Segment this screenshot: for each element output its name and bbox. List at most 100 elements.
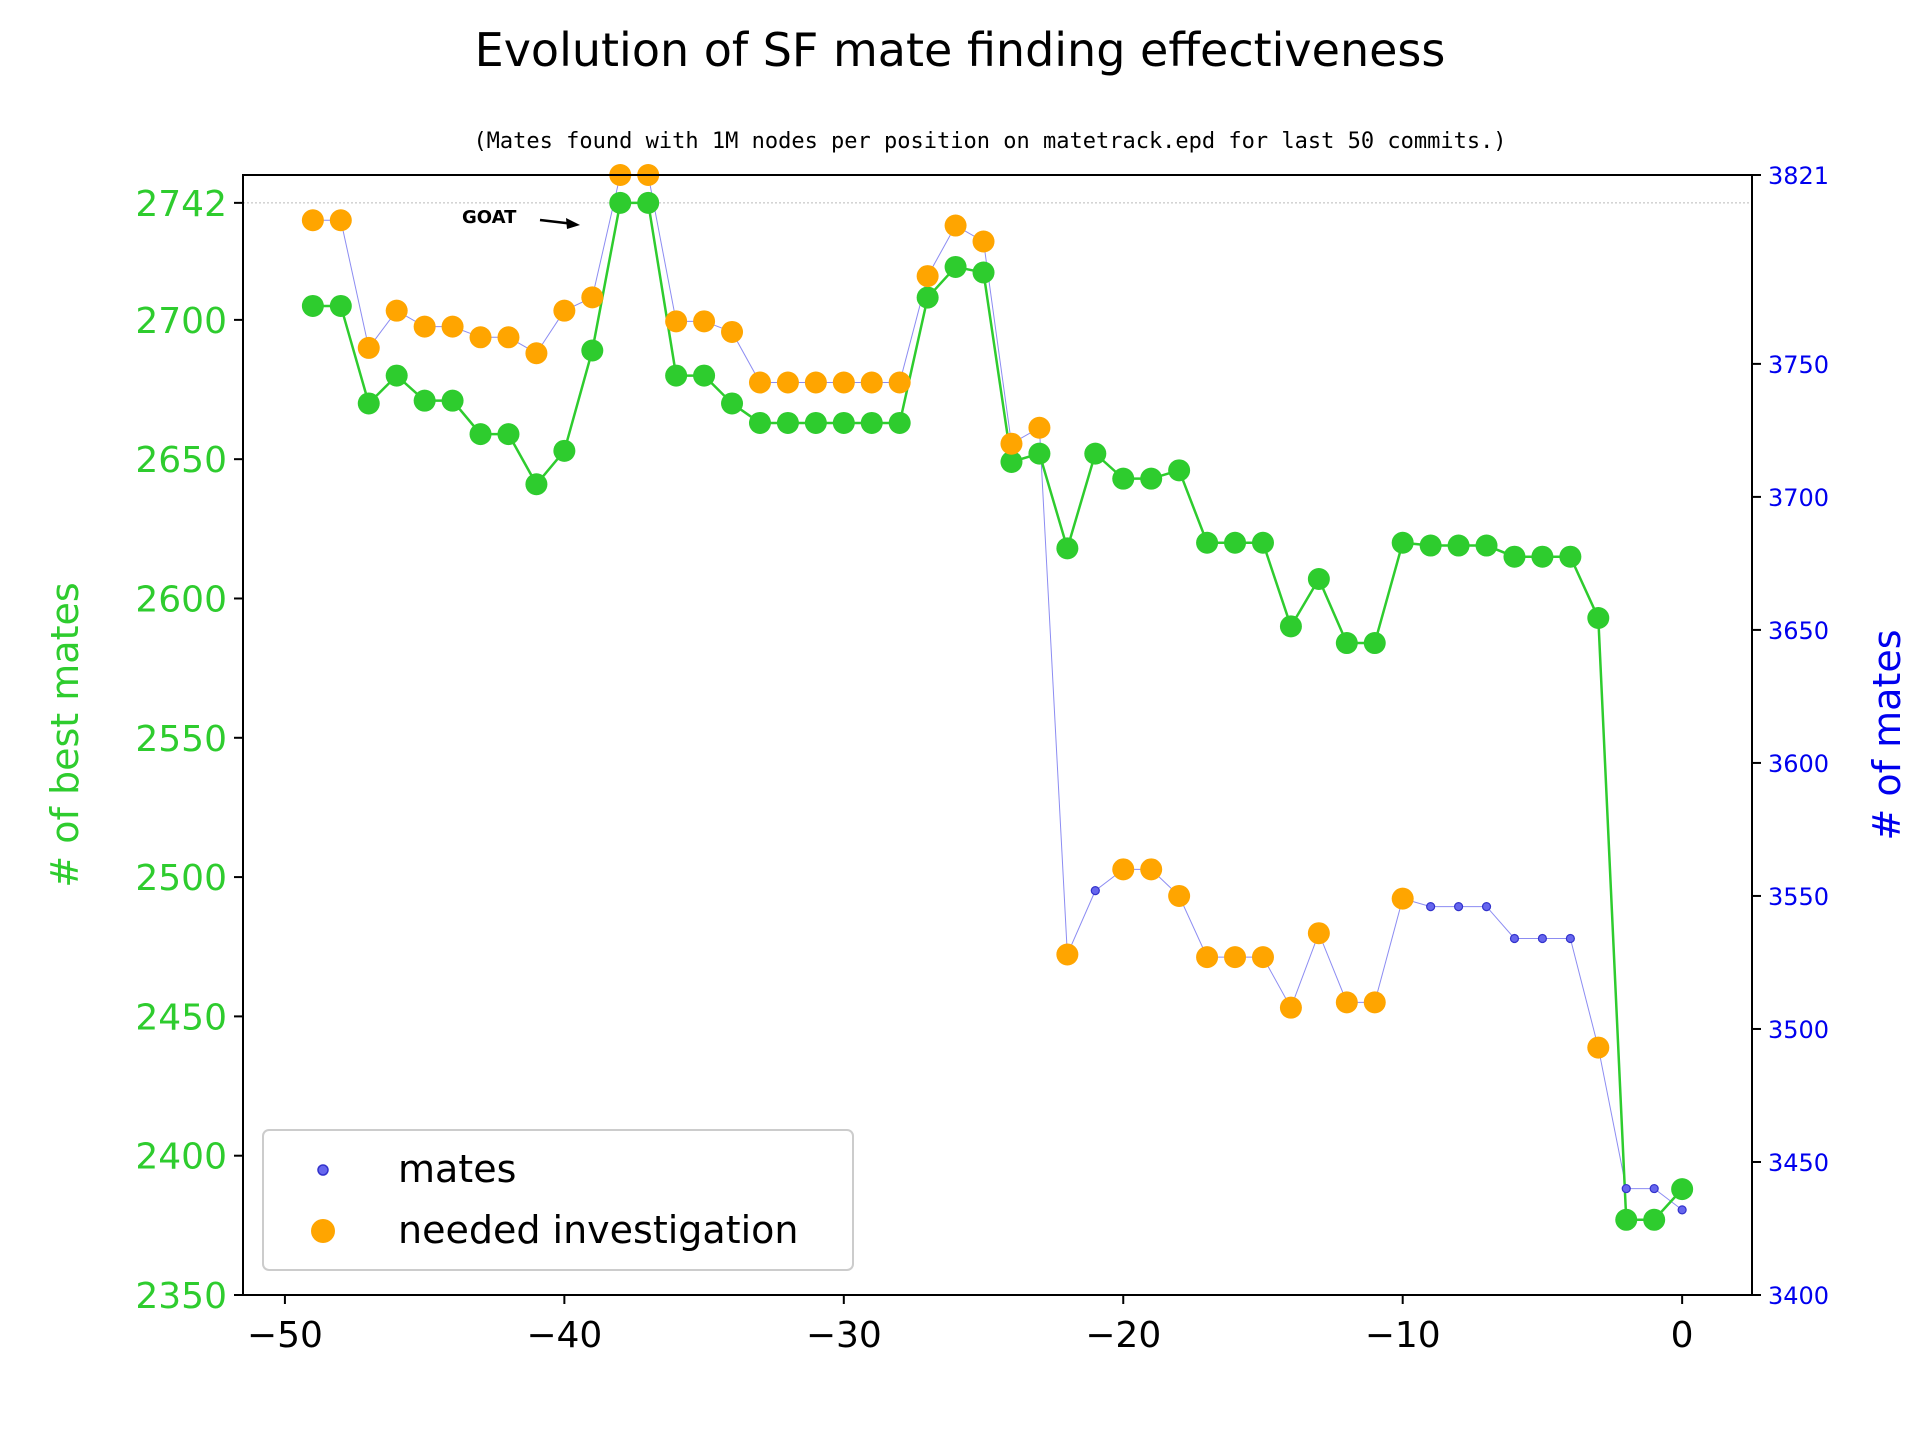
needed-investigation-point (385, 299, 408, 322)
needed-investigation-point (1391, 887, 1414, 910)
best-mates-point (441, 389, 464, 412)
needed-investigation-point (469, 326, 492, 349)
needed-investigation-point (497, 326, 520, 349)
best-mates-point (860, 411, 883, 434)
right-axis: 3400 3450 3500 3550 3600 3650 3700 3750 3821 (1752, 162, 1829, 1310)
left-tick-label: 2700 (135, 301, 227, 342)
x-tick-label: −50 (247, 1315, 323, 1356)
needed-investigation-point (693, 310, 716, 333)
needed-investigation-point (832, 371, 855, 394)
left-tick-label: 2650 (135, 440, 227, 481)
right-tick-label: 3650 (1768, 617, 1829, 645)
needed-investigation-point (413, 315, 436, 338)
left-tick-label: 2500 (135, 858, 227, 899)
legend: mates needed investigation (262, 1129, 854, 1271)
best-mates-point (1251, 531, 1274, 554)
best-mates-point (1140, 467, 1163, 490)
best-mates-point (301, 294, 324, 317)
best-mates-point (916, 286, 939, 309)
best-mates-point (1084, 442, 1107, 465)
needed-investigation-point (1307, 922, 1330, 945)
mates-point (1537, 933, 1548, 944)
best-mates-point (1279, 615, 1302, 638)
best-mates-point (1475, 534, 1498, 557)
best-mates-point (1559, 545, 1582, 568)
x-tick-label: 0 (1671, 1315, 1694, 1356)
best-mates-point (693, 364, 716, 387)
best-mates-point (804, 411, 827, 434)
best-mates-point (1168, 459, 1191, 482)
series-line-mates (312, 174, 1683, 1211)
best-mates-point (1503, 545, 1526, 568)
needed-investigation-point (1000, 432, 1023, 455)
legend-label-needed-investigation: needed investigation (398, 1208, 799, 1252)
mates-point (1649, 1183, 1659, 1194)
best-mates-point (553, 439, 576, 462)
legend-marker-needed-investigation (311, 1219, 335, 1243)
mates-point (1481, 901, 1492, 912)
right-tick-label: 3600 (1768, 750, 1829, 778)
needed-investigation-point (748, 371, 771, 394)
best-mates-point (357, 392, 380, 415)
best-mates-point (1447, 534, 1470, 557)
best-mates-point (776, 411, 799, 434)
left-axis: 2350 2400 2450 2500 2550 2600 2650 2700 2742 (135, 184, 243, 1317)
legend-marker-mates (317, 1164, 329, 1176)
plot-area (243, 164, 1752, 1231)
needed-investigation-point (804, 371, 827, 394)
needed-investigation-point (1335, 991, 1358, 1014)
best-mates-point (721, 392, 744, 415)
right-tick-label: 3821 (1768, 162, 1829, 190)
needed-investigation-point (357, 336, 380, 359)
best-mates-point (1335, 632, 1358, 655)
needed-investigation-point (1112, 858, 1135, 881)
best-mates-point (1587, 606, 1610, 629)
x-tick-label: −10 (1365, 1315, 1441, 1356)
left-tick-label: 2550 (135, 719, 227, 760)
needed-investigation-point (972, 230, 995, 253)
needed-investigation-point (441, 315, 464, 338)
best-mates-point (1196, 531, 1219, 554)
needed-investigation-point (1251, 946, 1274, 969)
goat-arrowhead-icon (566, 218, 580, 229)
plot-frame (242, 174, 1753, 1296)
right-tick-label: 3400 (1768, 1282, 1829, 1310)
best-mates-point (1531, 545, 1554, 568)
needed-investigation-point (553, 299, 576, 322)
needed-investigation-point (1587, 1036, 1610, 1059)
best-mates-point (1363, 632, 1386, 655)
right-tick-label: 3750 (1768, 351, 1829, 379)
needed-investigation-point (301, 209, 324, 232)
chart-title: Evolution of SF mate finding effectivene… (475, 23, 1446, 77)
right-tick-label: 3450 (1768, 1149, 1829, 1177)
best-mates-point (525, 473, 548, 496)
mates-point (1453, 901, 1464, 912)
best-mates-point (469, 423, 492, 446)
best-mates-point (1419, 534, 1442, 557)
chart-subtitle: (Mates found with 1M nodes per position … (473, 129, 1506, 154)
right-axis-label: # of mates (1865, 629, 1909, 840)
needed-investigation-point (1363, 991, 1386, 1014)
x-tick-label: −30 (806, 1315, 882, 1356)
mates-point (1509, 933, 1520, 944)
best-mates-point (1307, 567, 1330, 590)
needed-investigation-point (1168, 884, 1191, 907)
mates-point (1621, 1183, 1631, 1194)
left-tick-label: 2600 (135, 579, 227, 620)
left-tick-label: 2450 (135, 997, 227, 1038)
mates-point (1090, 886, 1100, 896)
needed-investigation-point (1056, 943, 1079, 966)
best-mates-point (385, 364, 408, 387)
left-axis-label: # of best mates (43, 582, 87, 887)
mates-point (1565, 933, 1575, 944)
best-mates-point (944, 255, 967, 278)
best-mates-point (1224, 531, 1247, 554)
right-tick-label: 3700 (1768, 484, 1829, 512)
best-mates-point (637, 191, 660, 214)
best-mates-point (1028, 442, 1051, 465)
best-mates-point (1056, 537, 1079, 560)
goat-annotation-label: GOAT (462, 207, 517, 228)
best-mates-point (1643, 1208, 1666, 1231)
best-mates-point (1112, 467, 1135, 490)
goat-annotation: GOAT (462, 207, 580, 229)
